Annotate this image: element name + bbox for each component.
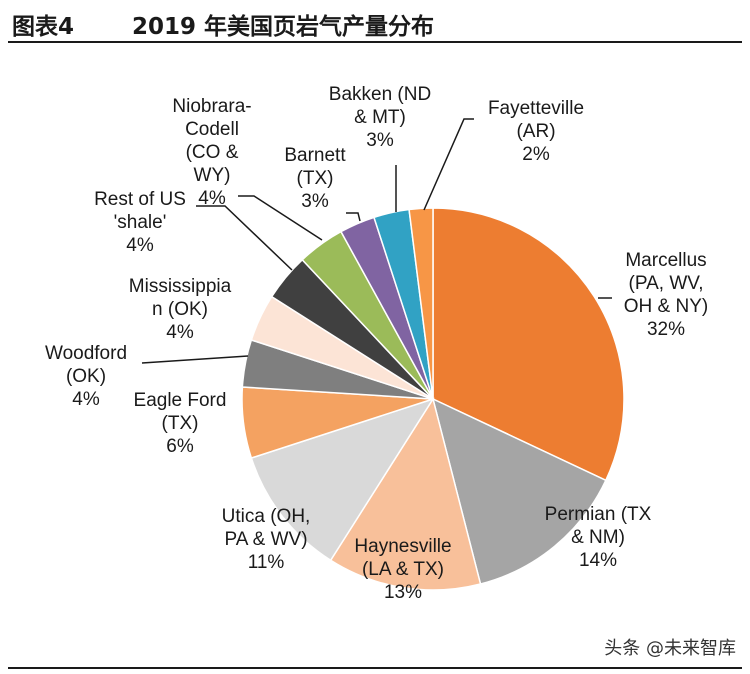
slice-label-line: (PA, WV, [629, 273, 704, 294]
slice-label-line: Bakken (ND [329, 84, 431, 105]
figure-title: 2019 年美国页岩气产量分布 [132, 14, 435, 40]
slice-label-4: Eagle Ford (TX) 6% [134, 390, 227, 457]
slice-label-line: (AR) [516, 121, 555, 142]
slice-label-line: Marcellus [625, 250, 706, 271]
slice-label-line: Codell [185, 119, 239, 140]
leader-line-7 [196, 205, 293, 271]
slice-label-1: Permian (TX & NM) 14% [545, 504, 652, 571]
slice-label-line: n (OK) [152, 299, 208, 320]
slice-label-9: Barnett (TX) 3% [284, 145, 346, 212]
slice-label-line: 'shale' [114, 212, 167, 233]
slice-label-line: OH & NY) [624, 296, 708, 317]
slice-label-line: WY) [194, 165, 231, 186]
slice-label-line: (OK) [66, 366, 106, 387]
slice-label-11: Fayetteville (AR) 2% [488, 98, 584, 165]
slice-label-line: 32% [647, 319, 685, 340]
slice-label-line: 2% [522, 144, 550, 165]
pie-slice-0 [432, 207, 625, 482]
leader-line-8 [238, 195, 323, 241]
pie-slice-2 [329, 397, 482, 591]
bottom-rule [8, 667, 742, 669]
slice-label-line: 4% [166, 322, 194, 343]
slice-label-line: 6% [166, 436, 194, 457]
pie-slice-11 [408, 207, 434, 400]
slice-label-line: & MT) [354, 107, 406, 128]
slice-label-line: Barnett [284, 145, 346, 166]
slice-label-2: Haynesville (LA & TX) 13% [354, 536, 451, 603]
slice-label-line: Fayetteville [488, 98, 584, 119]
leader-line-11 [423, 118, 474, 211]
slice-label-line: Woodford [45, 343, 127, 364]
slice-label-line: 3% [366, 130, 394, 151]
pie-slice-3 [250, 397, 435, 562]
slice-label-line: Rest of US [94, 189, 186, 210]
slice-label-line: 4% [72, 389, 100, 410]
slice-label-line: Niobrara- [172, 96, 251, 117]
slice-label-7: Rest of US'shale' 4% [94, 189, 186, 256]
slice-label-5: Woodford (OK) 4% [45, 343, 127, 410]
slice-label-line: Haynesville [354, 536, 451, 557]
slice-label-0: Marcellus (PA, WV, OH & NY) 32% [624, 250, 708, 340]
slice-label-line: (CO & [186, 142, 239, 163]
slice-label-line: Mississippia [129, 276, 232, 297]
slice-label-line: 11% [248, 552, 285, 573]
slice-label-line: (TX) [297, 168, 334, 189]
slice-label-line: Utica (OH, [222, 506, 311, 527]
slice-label-line: Eagle Ford [134, 390, 227, 411]
figure-header: 图表4 2019 年美国页岩气产量分布 [0, 0, 750, 44]
slice-label-8: Niobrara-Codell (CO & WY) 4% [172, 96, 251, 209]
slice-label-line: & NM) [571, 527, 625, 548]
slice-label-line: (TX) [162, 413, 199, 434]
slice-label-line: (LA & TX) [362, 559, 444, 580]
slice-label-line: 4% [126, 235, 154, 256]
slice-label-line: Permian (TX [545, 504, 652, 525]
slice-label-10: Bakken (ND & MT) 3% [329, 84, 431, 151]
pie-slice-1 [431, 397, 607, 585]
figure-label: 图表4 [12, 14, 75, 40]
slice-label-line: 14% [579, 550, 617, 571]
slice-label-line: 4% [198, 188, 226, 209]
slice-label-6: Mississippia n (OK) 4% [129, 276, 232, 343]
leader-line-9 [346, 212, 361, 222]
slice-label-line: PA & WV) [224, 529, 307, 550]
leader-line-5 [141, 355, 249, 364]
top-rule [8, 41, 742, 43]
slice-label-line: 13% [384, 582, 422, 603]
slice-label-3: Utica (OH, PA & WV) 11% [222, 506, 311, 573]
watermark: 头条 @未来智库 [604, 638, 736, 659]
slice-label-line: 3% [301, 191, 329, 212]
